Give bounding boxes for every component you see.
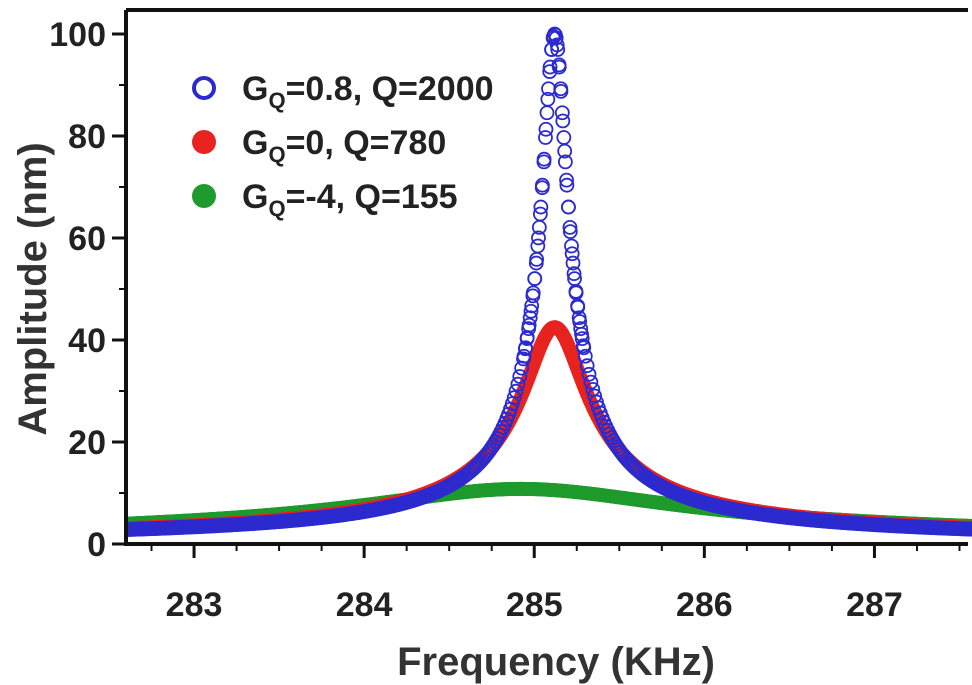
y-tick-label: 100 [49,16,106,54]
x-tick-label: 286 [676,586,733,624]
x-tick-label: 284 [336,586,393,624]
data-point [112,522,126,536]
x-axis-title: Frequency (KHz) [397,640,715,684]
data-point [562,201,575,214]
data-point [110,517,124,531]
y-axis-title: Amplitude (nm) [11,142,55,435]
legend: GQ=0.8, Q=2000 GQ=0, Q=780 GQ=-4, Q=155 [192,70,494,221]
x-tick-label: 287 [846,586,903,624]
legend-item-2: GQ=-4, Q=155 [192,178,458,221]
legend-label: GQ=-4, Q=155 [242,178,458,221]
data-point [112,517,126,531]
data-point [539,131,552,144]
data-point [111,523,124,536]
series-1 [110,320,972,535]
data-point [528,272,541,285]
data-point [113,523,126,536]
data-point [565,240,578,253]
y-tick-label: 60 [68,220,106,258]
y-tick-label: 0 [87,526,106,564]
y-tick-label: 80 [68,118,106,156]
data-point [110,522,124,536]
legend-label: GQ=0.8, Q=2000 [242,70,494,113]
series-0 [111,28,972,537]
legend-marker-icon [194,78,214,98]
y-tick-label: 40 [68,322,106,360]
series-layer [110,28,972,537]
legend-item-0: GQ=0.8, Q=2000 [194,70,494,113]
legend-marker-icon [192,130,216,154]
x-tick-label: 285 [506,586,563,624]
x-tick-label: 283 [166,586,223,624]
legend-item-1: GQ=0, Q=780 [192,124,446,167]
data-point [531,240,544,253]
data-point [541,106,554,119]
data-point [556,106,569,119]
y-tick-label: 20 [68,424,106,462]
legend-marker-icon [192,184,216,208]
legend-label: GQ=0, Q=780 [242,124,446,167]
data-point [557,131,570,144]
